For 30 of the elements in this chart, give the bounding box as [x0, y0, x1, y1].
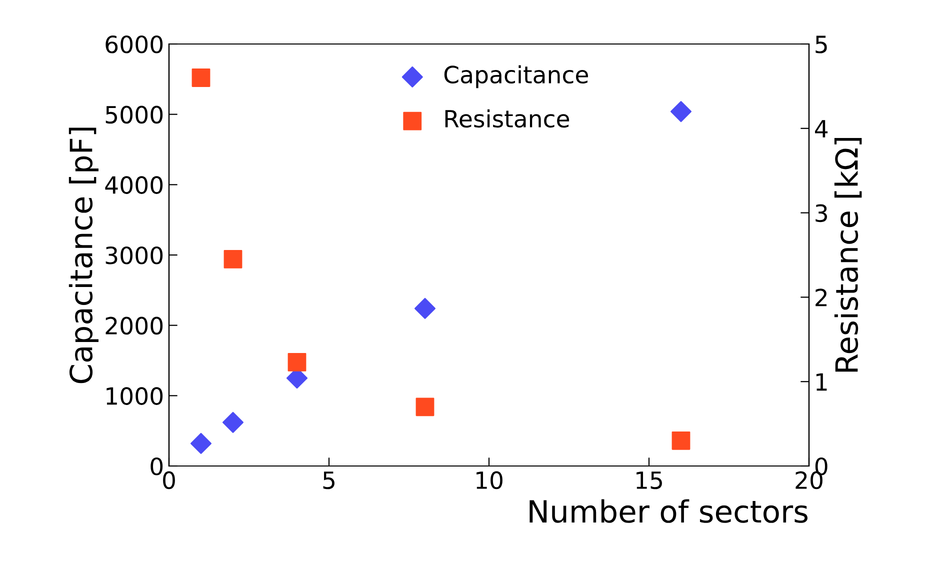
y-tick-label: 2000 [106, 316, 163, 335]
x-tick-label: 5 [323, 472, 334, 490]
legend-label: Capacitance [444, 65, 588, 88]
y2-tick-label: 1 [816, 373, 827, 391]
x-tick-label: 15 [636, 472, 662, 490]
y-axis-title: Capacitance [pF] [68, 128, 98, 384]
point [670, 101, 692, 122]
point [416, 398, 434, 416]
y-tick-label: 4000 [105, 176, 163, 194]
legend-label: Resistance [445, 109, 570, 128]
y-tick-label: 5000 [106, 106, 163, 124]
x-axis-title: Number of sectors [530, 499, 808, 523]
x-tick-label: 10 [476, 471, 502, 490]
point [288, 352, 306, 372]
point [224, 250, 242, 268]
y2-tick-label: 4 [815, 120, 828, 138]
y-tick-label: 1000 [106, 387, 163, 405]
y2-tick-label: 5 [816, 36, 827, 54]
point [222, 412, 244, 433]
y-tick-label: 3000 [106, 246, 163, 264]
point [414, 298, 436, 319]
y2-axis-title: Resistance [kΩ] [834, 138, 862, 372]
point [190, 432, 212, 454]
y2-tick-label: 3 [816, 204, 827, 222]
point [672, 431, 690, 450]
y2-tick-label: 2 [816, 288, 827, 306]
y-tick-label: 0 [150, 457, 163, 476]
y-tick-label: 6000 [106, 35, 163, 54]
x-tick-label: 0 [163, 471, 175, 490]
point [192, 68, 210, 87]
